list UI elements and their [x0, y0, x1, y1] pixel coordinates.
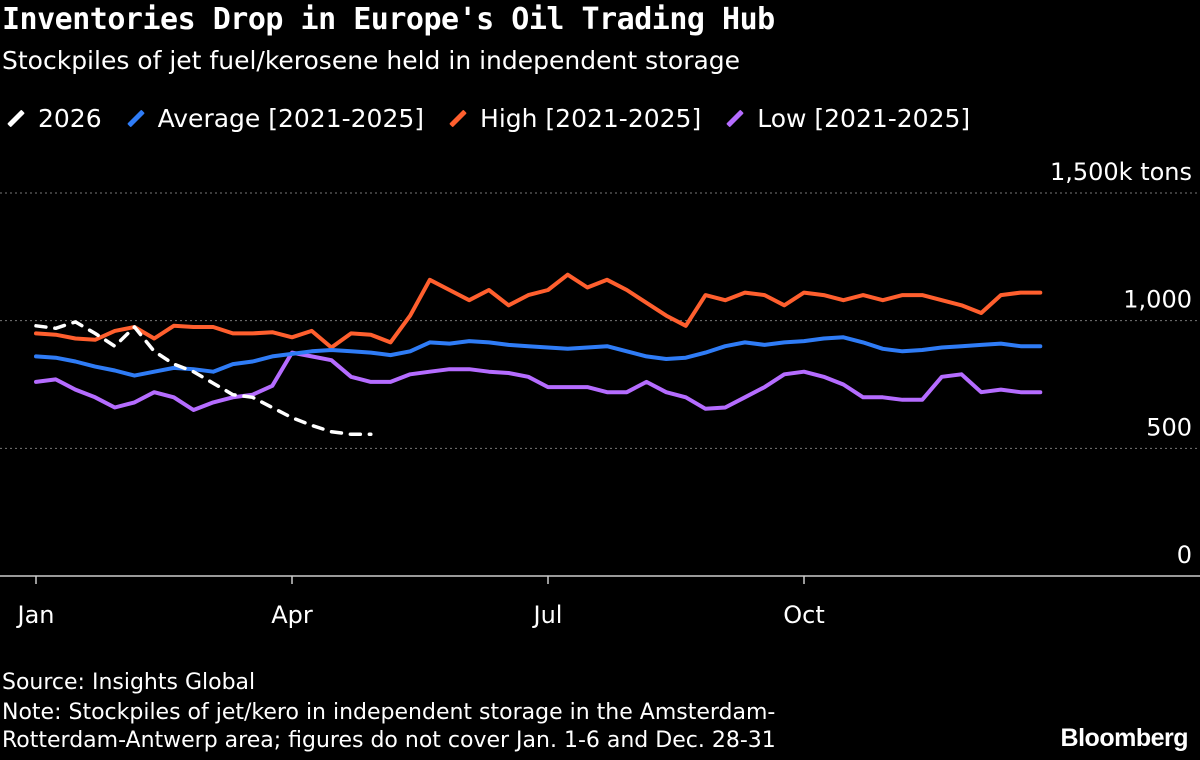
chart-subtitle: Stockpiles of jet fuel/kerosene held in … — [2, 46, 741, 75]
x-tick-label-jan: Jan — [16, 601, 55, 629]
footnote-line-1: Note: Stockpiles of jet/kero in independ… — [2, 700, 776, 725]
legend-label-2026: 2026 — [38, 104, 102, 133]
x-tick-label-apr: Apr — [271, 601, 313, 629]
series-line-2026 — [34, 320, 373, 437]
series-line-average — [34, 335, 1043, 378]
y-tick-label-500: 500 — [1146, 413, 1192, 441]
x-tick-label-oct: Oct — [783, 601, 825, 629]
legend-item-2026: 2026 — [6, 104, 102, 133]
y-tick-label-1000: 1,000 — [1123, 286, 1192, 314]
y-tick-label-0: 0 — [1177, 541, 1192, 569]
x-tick-label-jul: Jul — [532, 601, 563, 629]
footnote-line-2: Rotterdam-Antwerp area; figures do not c… — [2, 728, 776, 753]
legend-label-high: High [2021-2025] — [480, 104, 702, 133]
bloomberg-logo: Bloomberg — [1060, 724, 1189, 752]
chart-title: Inventories Drop in Europe's Oil Trading… — [2, 2, 775, 37]
chart-legend: 2026 Average [2021-2025] High [2021-2025… — [6, 104, 994, 133]
legend-label-low: Low [2021-2025] — [757, 104, 971, 133]
y-tick-label-1500: 1,500k tons — [1050, 158, 1192, 186]
legend-item-low: Low [2021-2025] — [725, 104, 970, 133]
legend-label-average: Average [2021-2025] — [157, 104, 425, 133]
legend-item-average: Average [2021-2025] — [126, 104, 424, 133]
source-note: Source: Insights Global — [2, 670, 256, 695]
series-line-low — [34, 350, 1043, 412]
series-line-high — [34, 272, 1043, 350]
legend-item-high: High [2021-2025] — [448, 104, 701, 133]
